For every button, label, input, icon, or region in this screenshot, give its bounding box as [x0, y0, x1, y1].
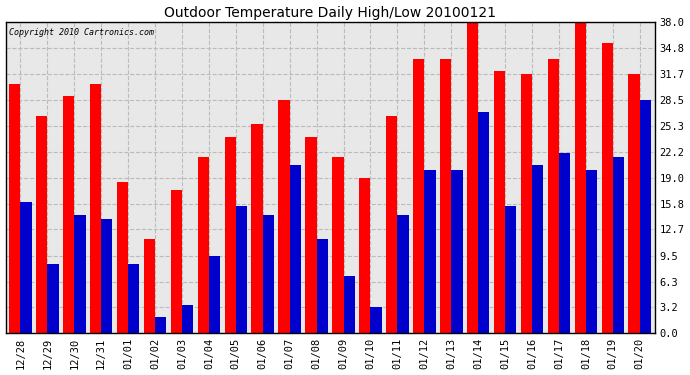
Bar: [586, 170, 598, 333]
Bar: [559, 153, 571, 333]
Bar: [9, 84, 21, 333]
Bar: [478, 112, 489, 333]
Bar: [532, 165, 543, 333]
Bar: [290, 165, 301, 333]
Bar: [413, 59, 424, 333]
Bar: [155, 317, 166, 333]
Bar: [144, 239, 155, 333]
Bar: [451, 170, 462, 333]
Text: Copyright 2010 Cartronics.com: Copyright 2010 Cartronics.com: [9, 28, 154, 38]
Title: Outdoor Temperature Daily High/Low 20100121: Outdoor Temperature Daily High/Low 20100…: [164, 6, 496, 20]
Bar: [467, 18, 478, 333]
Bar: [263, 214, 274, 333]
Bar: [75, 214, 86, 333]
Bar: [548, 59, 559, 333]
Bar: [332, 157, 344, 333]
Bar: [209, 255, 220, 333]
Bar: [505, 206, 516, 333]
Bar: [424, 170, 435, 333]
Bar: [386, 116, 397, 333]
Bar: [575, 22, 586, 333]
Bar: [90, 84, 101, 333]
Bar: [521, 74, 532, 333]
Bar: [48, 264, 59, 333]
Bar: [440, 59, 451, 333]
Bar: [494, 71, 505, 333]
Bar: [359, 178, 371, 333]
Bar: [128, 264, 139, 333]
Bar: [197, 157, 209, 333]
Bar: [251, 124, 263, 333]
Bar: [317, 239, 328, 333]
Bar: [344, 276, 355, 333]
Bar: [613, 157, 624, 333]
Bar: [278, 100, 290, 333]
Bar: [371, 307, 382, 333]
Bar: [629, 74, 640, 333]
Bar: [170, 190, 182, 333]
Bar: [21, 202, 32, 333]
Bar: [640, 100, 651, 333]
Bar: [397, 214, 408, 333]
Bar: [101, 219, 112, 333]
Bar: [236, 206, 247, 333]
Bar: [63, 96, 75, 333]
Bar: [602, 43, 613, 333]
Bar: [182, 304, 193, 333]
Bar: [36, 116, 48, 333]
Bar: [117, 182, 128, 333]
Bar: [305, 137, 317, 333]
Bar: [224, 137, 236, 333]
